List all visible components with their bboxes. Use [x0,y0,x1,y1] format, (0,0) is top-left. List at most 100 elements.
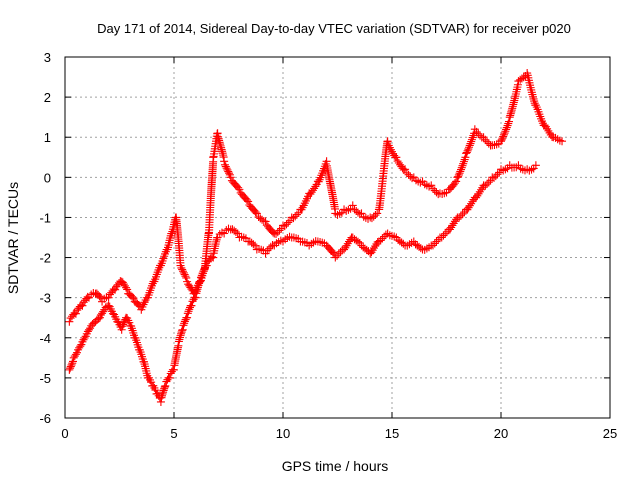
data-point-interp [250,206,259,215]
x-axis-label: GPS time / hours [282,458,389,474]
data-point-interp [462,148,471,157]
data-point-interp [428,241,437,250]
data-point-interp [465,141,474,150]
data-point-interp [483,137,492,146]
data-point-interp [302,239,311,248]
data-point-interp [265,244,274,253]
data-point-interp [273,228,282,237]
data-point-interp [465,201,474,210]
y-tick-label: -5 [39,371,51,386]
data-point-interp [378,234,387,243]
x-tick-label: 20 [494,426,508,441]
data-point-interp [263,246,272,255]
data-point-interp [468,197,477,206]
data-point-interp [459,157,468,166]
data-point-interp [474,189,483,198]
data-point-interp [432,188,441,197]
data-point-interp [467,135,476,144]
data-point-interp [268,241,277,250]
data-point-interp [467,137,476,146]
data-point-interp [267,227,276,236]
data-point-interp [162,245,171,254]
data-point-interp [185,303,194,312]
data-point-interp [491,172,500,181]
data-point-interp [160,383,169,392]
data-point-interp [173,343,182,352]
data-point-interp [178,267,187,276]
data-point-interp [545,128,554,137]
data-point-interp [371,211,380,220]
data-point-interp [376,236,385,245]
data-point-interp [501,127,510,136]
data-point-interp [181,272,190,281]
data-point-interp [96,293,105,302]
data-point-interp [232,182,241,191]
data-point-interp [415,242,424,251]
data-point-interp [282,220,291,229]
data-point-interp [311,182,320,191]
data-point-interp [167,229,176,238]
data-point-interp [490,141,499,150]
data-point-interp [457,163,466,172]
data-point-interp [452,177,461,186]
data-point-interp [239,233,248,242]
data-point-interp [430,186,439,195]
data-point-interp [80,334,89,343]
data-point-interp [468,133,477,142]
data-point-interp [336,247,345,256]
data-point-interp [390,151,399,160]
data-point-interp [207,252,216,261]
data-point-interp [455,213,464,222]
data-point-interp [289,214,298,223]
data-point-interp [76,342,85,351]
data-point-interp [499,132,508,141]
data-point-interp [502,123,511,132]
data-point-interp [249,240,258,249]
data-point-interp [498,134,507,143]
data-point-interp [314,177,323,186]
data-point-interp [125,318,134,327]
y-tick-label: -6 [39,411,51,426]
data-point-interp [445,225,454,234]
data-point-interp [472,127,481,136]
data-point-interp [513,80,522,89]
data-point-interp [98,309,107,318]
data-point-interp [369,212,378,221]
data-point-interp [503,121,512,130]
data-point-interp [449,219,458,228]
data-point-interp [168,365,177,374]
data-point-interp [334,249,343,258]
data-point-interp [383,137,392,146]
data-point-interp [504,119,513,128]
y-tick-label: 1 [44,130,51,145]
data-point-interp [95,292,104,301]
data-point-interp [221,162,230,171]
data-point-interp [71,350,80,359]
data-point-interp [459,159,468,168]
data-point-interp [474,129,483,138]
y-tick-label: -2 [39,251,51,266]
data-point-interp [440,189,449,198]
data-point-interp [72,348,81,357]
data-point-interp [84,325,93,334]
grid-lines [65,57,610,418]
data-point-interp [555,136,564,145]
data-point-interp [77,340,86,349]
data-point-interp [493,170,502,179]
data-point-interp [463,146,472,155]
data-point-interp [456,167,465,176]
data-point-interp [385,143,394,152]
data-point-interp [276,236,285,245]
data-points [65,69,567,406]
data-point-interp [402,168,411,177]
data-point-interp [416,178,425,187]
data-point-interp [69,310,78,319]
y-tick-label: -3 [39,291,51,306]
data-point-interp [164,373,173,382]
data-point-interp [525,166,534,175]
data-point-interp [180,319,189,328]
data-point-interp [406,172,415,181]
data-point-interp [333,251,342,260]
data-point-interp [86,324,95,333]
data-point-interp [458,209,467,218]
